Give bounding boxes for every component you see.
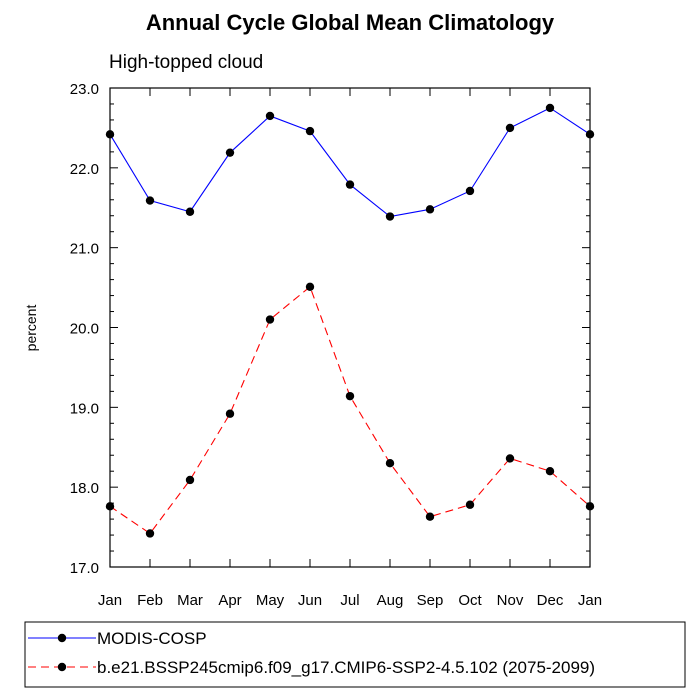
- x-tick-label: Jan: [578, 592, 602, 609]
- y-tick-label: 22.0: [70, 161, 99, 178]
- legend-label: MODIS-COSP: [97, 629, 207, 648]
- series-line: [109, 285, 591, 535]
- x-tick-label: Mar: [177, 592, 203, 609]
- data-point: [185, 475, 195, 485]
- data-point: [545, 103, 555, 113]
- legend-marker: [57, 662, 67, 672]
- data-point: [265, 315, 275, 324]
- data-point: [225, 409, 235, 418]
- data-point: [105, 130, 115, 139]
- series-2: [105, 282, 595, 538]
- data-point: [185, 207, 195, 216]
- data-point: [225, 148, 235, 157]
- x-tick-label: Jul: [340, 592, 359, 609]
- data-point: [345, 391, 355, 401]
- data-point: [105, 502, 115, 511]
- x-tick-label: Oct: [458, 592, 482, 609]
- x-tick-label: Apr: [218, 592, 241, 609]
- y-tick-label: 19.0: [70, 400, 99, 417]
- data-point: [585, 130, 595, 139]
- data-point: [345, 180, 355, 189]
- legend-label: b.e21.BSSP245cmip6.f09_g17.CMIP6-SSP2-4.…: [97, 658, 595, 677]
- data-point: [425, 205, 435, 214]
- data-point: [545, 467, 555, 476]
- x-tick-label: Jan: [98, 592, 122, 609]
- legend-marker: [57, 633, 67, 643]
- y-tick-label: 17.0: [70, 560, 99, 577]
- data-point: [145, 529, 155, 538]
- plot-frame: [109, 87, 591, 568]
- data-point: [385, 212, 395, 221]
- y-tick-label: 21.0: [70, 241, 99, 258]
- data-point: [305, 126, 315, 136]
- data-point: [585, 502, 595, 511]
- data-point: [265, 111, 275, 121]
- y-tick-label: 18.0: [70, 480, 99, 497]
- x-tick-label: Feb: [137, 592, 163, 609]
- chart-subtitle: High-topped cloud: [109, 52, 263, 73]
- x-tick-label: Aug: [377, 592, 404, 609]
- series-1: [105, 103, 595, 221]
- data-point: [145, 196, 155, 205]
- series-line: [109, 107, 591, 218]
- legend: MODIS-COSP b.e21.BSSP245cmip6.f09_g17.CMI…: [24, 621, 686, 688]
- data-point: [465, 186, 475, 196]
- chart-title: Annual Cycle Global Mean Climatology: [146, 10, 555, 35]
- x-tick-label: Sep: [417, 592, 444, 609]
- y-tick-label: 23.0: [70, 81, 99, 98]
- x-tick-label: May: [256, 592, 285, 609]
- x-tick-label: Nov: [497, 592, 524, 609]
- data-point: [305, 282, 315, 291]
- data-point: [505, 454, 515, 463]
- x-tick-label: Jun: [298, 592, 322, 609]
- y-axis-label: percent: [23, 305, 39, 352]
- data-point: [385, 459, 395, 468]
- legend-box: [24, 621, 686, 688]
- data-point: [505, 123, 515, 133]
- data-point: [425, 512, 435, 521]
- x-tick-label: Dec: [537, 592, 564, 609]
- data-point: [465, 500, 475, 509]
- plot-area: 17.0 18.0 19.0 20.0 21.0 22.0 23.0 Jan Feb Mar Apr…: [70, 81, 602, 609]
- y-tick-label: 20.0: [70, 321, 99, 338]
